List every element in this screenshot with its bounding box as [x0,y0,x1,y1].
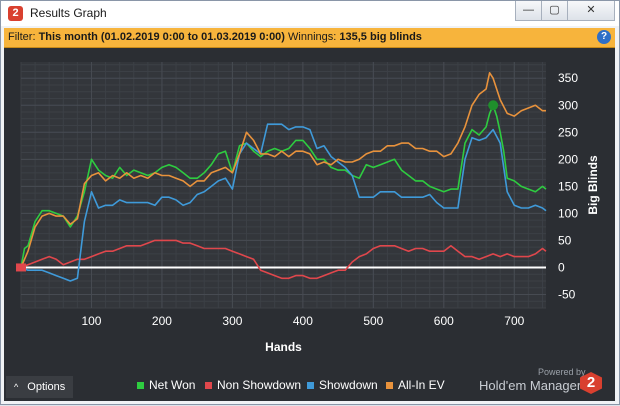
legend-label: Net Won [149,378,196,392]
series-line-all-in-ev [20,71,546,268]
options-button[interactable]: ^ Options [6,376,73,398]
winnings-label: Winnings: [288,31,337,43]
legend-showdown[interactable]: Showdown [307,378,378,392]
legend-swatch [205,382,212,389]
legend-swatch [386,382,393,389]
series-line-non-showdown [20,239,547,280]
winnings-value: 135,5 big blinds [339,31,422,43]
legend-swatch [307,382,314,389]
results-chart: 100 200 300 400 500 600 700 -50 0 50 100 150 200 250 3… [16,62,600,354]
chart-panel: 100 200 300 400 500 600 700 -50 0 50 100 150 200 250 3… [4,48,615,401]
legend-all-in-ev[interactable]: All-In EV [386,378,445,392]
y-tick-label: 150 [558,179,578,193]
legend-swatch [137,382,144,389]
x-tick-label: 700 [504,314,524,328]
minimize-icon: — [523,4,534,16]
hm2-logo-icon: 2 [580,372,602,394]
start-marker [16,263,26,272]
peak-marker [488,100,499,111]
x-tick-label: 400 [293,314,313,328]
y-tick-label: 100 [558,206,578,220]
filter-label: Filter: [8,31,36,43]
minimize-button[interactable]: — [515,1,542,21]
filter-bar: Filter: This month (01.02.2019 0:00 to 0… [4,28,615,48]
powered-by-text: Powered by [538,367,586,377]
maximize-icon: ▢ [549,4,560,16]
options-caret-icon: ^ [14,382,19,392]
y-tick-label: 200 [558,152,578,166]
series-line-net-won [20,104,547,268]
window-title: Results Graph [30,6,107,20]
x-axis-label: Hands [265,340,302,354]
y-axis-label: Big Blinds [586,155,600,215]
x-tick-label: 100 [81,314,101,328]
series-line-showdown [20,123,547,282]
y-tick-label: 250 [558,125,578,139]
title-bar: 2 Results Graph — ▢ ✕ [1,1,619,26]
brand-name: Hold'em Manager [479,378,582,393]
y-tick-label: -50 [558,287,576,301]
y-tick-label: 300 [558,98,578,112]
close-button[interactable]: ✕ [567,1,615,21]
x-tick-label: 200 [152,314,172,328]
legend-label: Showdown [319,378,378,392]
question-mark-icon[interactable]: ? [597,30,611,44]
x-tick-label: 600 [434,314,454,328]
legend-label: All-In EV [398,378,445,392]
maximize-button[interactable]: ▢ [541,1,568,21]
y-tick-label: 0 [558,260,565,274]
y-tick-label: 50 [558,233,572,247]
close-icon: ✕ [586,4,596,16]
legend-net-won[interactable]: Net Won [137,378,195,392]
filter-period: This month (01.02.2019 0:00 to 01.03.201… [38,31,285,43]
legend-label: Non Showdown [217,378,302,392]
x-tick-label: 500 [363,314,383,328]
legend-non-showdown[interactable]: Non Showdown [205,378,301,392]
y-tick-label: 350 [558,71,578,85]
x-tick-label: 300 [222,314,242,328]
app-logo-icon: 2 [8,6,23,21]
options-label: Options [27,381,66,393]
